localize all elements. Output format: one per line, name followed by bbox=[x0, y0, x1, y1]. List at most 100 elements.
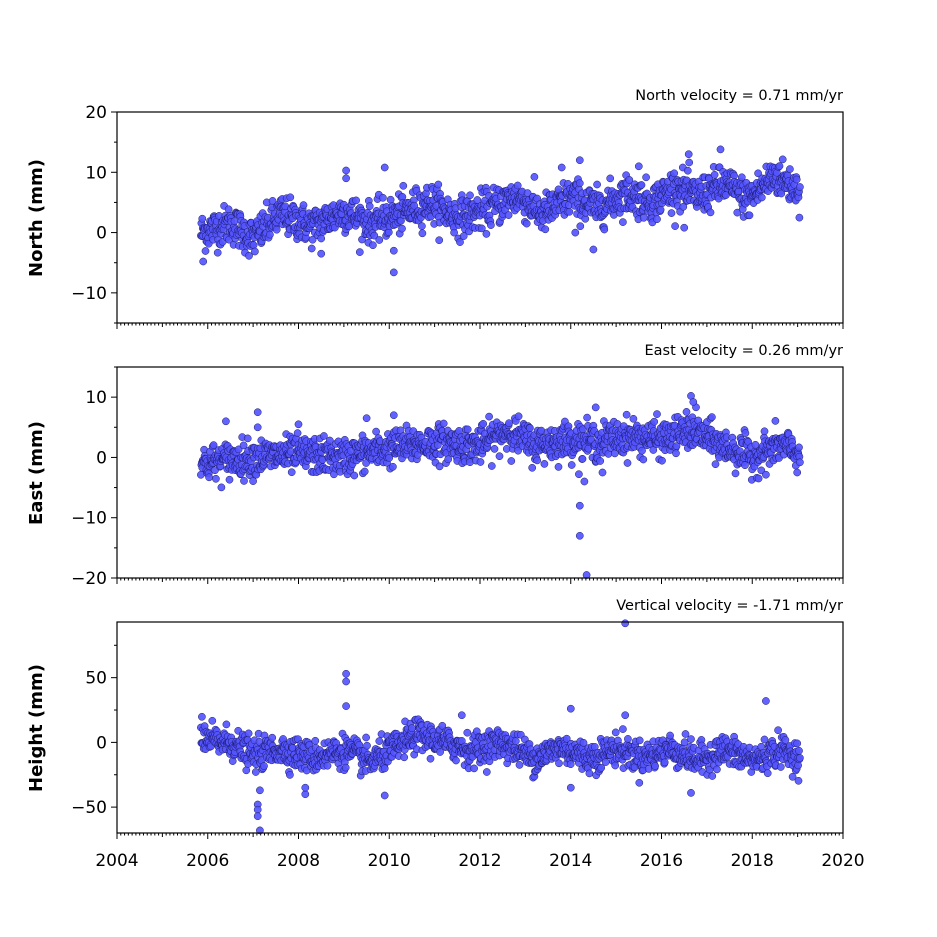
data-point bbox=[565, 207, 574, 216]
data-point bbox=[795, 213, 804, 222]
data-point bbox=[611, 728, 620, 737]
data-point bbox=[482, 768, 491, 776]
data-point bbox=[240, 477, 248, 485]
data-point bbox=[653, 410, 661, 418]
data-point bbox=[795, 746, 803, 755]
east-velocity-title: East velocity = 0.26 mm/yr bbox=[644, 343, 843, 359]
data-point bbox=[583, 413, 591, 422]
data-point bbox=[362, 733, 370, 742]
outlier-point bbox=[253, 805, 262, 814]
data-point bbox=[380, 764, 389, 773]
data-point bbox=[485, 412, 493, 421]
data-point bbox=[774, 726, 782, 735]
data-point bbox=[272, 225, 281, 234]
data-point bbox=[222, 720, 231, 729]
data-point bbox=[205, 473, 213, 482]
outlier-point bbox=[342, 669, 350, 678]
panel-east: East velocity = 0.26 mm/yr East (mm) −20… bbox=[26, 343, 844, 589]
north-plot-area: −10 0 10 20 bbox=[71, 103, 844, 329]
y-tick-label: 0 bbox=[96, 448, 107, 468]
data-point bbox=[745, 211, 754, 220]
data-point bbox=[639, 455, 648, 464]
data-point bbox=[682, 408, 691, 416]
outlier-point bbox=[380, 791, 389, 800]
data-point bbox=[537, 426, 546, 435]
x-tick-label: 2014 bbox=[549, 851, 592, 871]
outlier-point bbox=[457, 711, 466, 720]
outlier-point bbox=[589, 245, 598, 254]
data-point bbox=[637, 181, 646, 189]
data-point bbox=[593, 180, 601, 189]
data-point bbox=[495, 452, 504, 461]
data-point bbox=[463, 728, 472, 737]
data-point bbox=[317, 234, 326, 243]
data-point bbox=[251, 247, 259, 256]
data-point bbox=[685, 158, 694, 167]
data-point bbox=[566, 760, 575, 769]
data-point bbox=[323, 761, 332, 770]
data-point bbox=[418, 229, 427, 238]
data-point bbox=[635, 778, 644, 787]
data-point bbox=[681, 730, 690, 738]
data-point bbox=[212, 474, 220, 483]
data-point bbox=[350, 471, 359, 480]
data-point bbox=[375, 236, 384, 244]
data-point bbox=[619, 725, 627, 733]
data-point bbox=[762, 470, 770, 479]
data-point bbox=[286, 771, 294, 779]
data-point bbox=[575, 179, 584, 188]
x-tick-label: 2010 bbox=[368, 851, 411, 871]
data-point bbox=[667, 209, 676, 217]
outlier-point bbox=[575, 531, 584, 540]
data-point bbox=[365, 202, 374, 211]
height-ylabel: Height (mm) bbox=[26, 664, 47, 792]
outlier-point bbox=[566, 704, 575, 713]
data-point bbox=[776, 763, 785, 771]
data-point bbox=[778, 155, 787, 164]
data-point bbox=[225, 475, 234, 484]
data-point bbox=[635, 736, 644, 745]
data-point bbox=[540, 460, 549, 468]
data-point bbox=[777, 189, 786, 198]
outlier-point bbox=[571, 228, 580, 237]
outlier-point bbox=[362, 414, 371, 423]
data-point bbox=[653, 215, 661, 224]
outlier-point bbox=[575, 501, 584, 510]
data-point bbox=[230, 217, 239, 226]
data-point bbox=[487, 221, 495, 229]
data-point bbox=[658, 456, 666, 465]
data-point bbox=[244, 729, 253, 738]
data-point bbox=[477, 224, 486, 233]
data-point bbox=[308, 235, 317, 244]
outlier-point bbox=[342, 174, 350, 183]
x-tick-label: 2018 bbox=[731, 851, 774, 871]
data-point bbox=[625, 176, 634, 184]
data-point bbox=[375, 737, 384, 745]
data-point bbox=[672, 449, 680, 458]
data-point bbox=[293, 429, 302, 437]
data-point bbox=[511, 737, 520, 745]
data-point bbox=[737, 173, 746, 182]
data-point bbox=[596, 457, 605, 465]
data-point bbox=[683, 166, 692, 175]
data-point bbox=[435, 462, 444, 471]
east-ylabel: East (mm) bbox=[26, 421, 47, 525]
data-point bbox=[624, 735, 632, 743]
data-point bbox=[208, 716, 217, 725]
outlier-point bbox=[294, 420, 303, 429]
data-point bbox=[268, 197, 277, 205]
data-point bbox=[224, 205, 233, 214]
data-point bbox=[504, 211, 513, 219]
outlier-point bbox=[575, 156, 584, 165]
outlier-point bbox=[591, 403, 600, 412]
y-tick-label: 50 bbox=[85, 669, 107, 689]
data-point bbox=[671, 222, 679, 230]
data-point bbox=[760, 427, 769, 436]
data-point bbox=[708, 413, 716, 421]
outlier-point bbox=[687, 789, 695, 797]
data-point bbox=[679, 202, 688, 211]
data-point bbox=[651, 762, 659, 770]
data-point bbox=[786, 165, 794, 173]
data-point bbox=[379, 193, 387, 202]
data-point bbox=[711, 460, 720, 469]
